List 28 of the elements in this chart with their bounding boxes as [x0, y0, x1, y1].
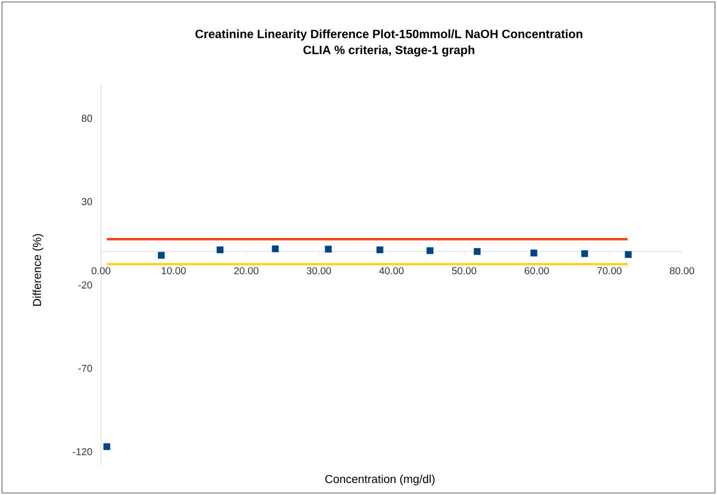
- y-axis-title: Difference (%): [32, 234, 44, 306]
- point: [474, 248, 481, 255]
- y-tick-label: -120: [72, 448, 92, 456]
- point: [624, 251, 632, 258]
- x-tick-label: 10.00: [162, 267, 186, 274]
- x-axis-title: Concentration (mg/dl): [325, 474, 435, 486]
- x-tick-label: 30.00: [306, 267, 331, 274]
- x-tick-label: 70.00: [597, 267, 622, 274]
- y-tick-label: 30: [82, 198, 92, 206]
- x-tick-label: 40.00: [379, 267, 404, 274]
- y-tick-label: -20: [78, 281, 92, 289]
- point: [530, 250, 538, 256]
- point: [581, 250, 588, 258]
- x-tick-label: 0.00: [92, 267, 110, 274]
- x-tick-label: 20.00: [234, 267, 258, 274]
- chart-title: Creatinine Linearity Difference Plot-150mmol/L NaOH Concentration CLIA % criteria, Stage-1 graph: [195, 29, 582, 57]
- point: [426, 247, 434, 254]
- point: [272, 245, 279, 252]
- x-tick-label: 50.00: [452, 267, 476, 274]
- point: [324, 246, 332, 253]
- point: [216, 246, 224, 254]
- x-tick-label: 80.00: [670, 267, 694, 274]
- point: [103, 443, 110, 450]
- point: [376, 246, 384, 254]
- y-tick-label: -70: [78, 364, 92, 372]
- x-tick-label: 60.00: [524, 267, 549, 274]
- point: [158, 252, 165, 259]
- y-tick-label: 80: [82, 114, 92, 122]
